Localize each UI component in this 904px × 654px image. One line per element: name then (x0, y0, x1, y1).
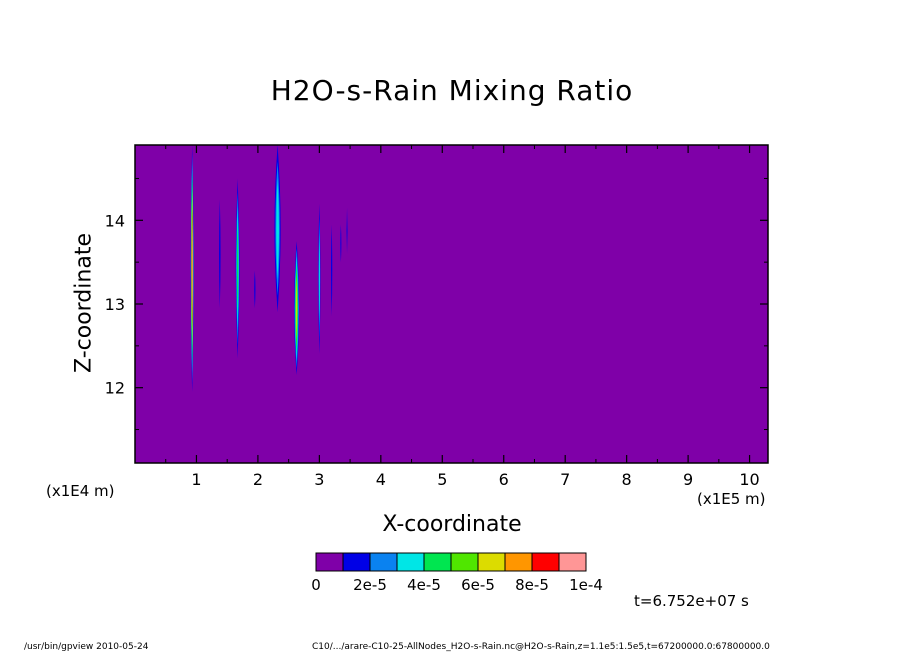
rain-streak-3-level-4 (237, 220, 239, 317)
rain-streak-8-level-1 (331, 224, 333, 317)
x-tick-label-9: 9 (683, 470, 693, 489)
x-tick-label-6: 6 (499, 470, 509, 489)
rain-streak-9-level-1 (340, 224, 342, 263)
footer-source: C10/.../arare-C10-25-AllNodes_H2O-s-Rain… (312, 642, 770, 652)
chart-title: H2O-s-Rain Mixing Ratio (270, 74, 634, 107)
colorbar-swatch-2 (369, 552, 398, 572)
colorbar-swatch-9 (558, 552, 587, 572)
rain-streak-4-level-1 (254, 270, 256, 309)
colorbar-swatch-3 (396, 552, 425, 572)
x-scale-label: (x1E4 m) (46, 482, 115, 500)
rain-streak-2-level-1 (219, 199, 221, 309)
x-axis-label: X-coordinate (382, 512, 522, 537)
rain-streak-7-level-3 (318, 233, 320, 325)
x-tick-label-1: 1 (191, 470, 201, 489)
colorbar-label: 0 (311, 576, 321, 594)
x-tick-label-2: 2 (253, 470, 263, 489)
colorbar-swatch-7 (504, 552, 533, 572)
colorbar-label: 6e-5 (461, 576, 495, 594)
x-tick-label-3: 3 (314, 470, 324, 489)
y-scale-label: (x1E5 m) (697, 490, 766, 508)
colorbar-label: 4e-5 (407, 576, 441, 594)
colorbar-label: 8e-5 (515, 576, 549, 594)
colorbar-label: 1e-4 (569, 576, 603, 594)
rain-streak-10-level-1 (346, 207, 348, 254)
x-tick-label-10: 10 (739, 470, 759, 489)
rain-streak-1-level-9 (191, 217, 193, 320)
x-tick-label-7: 7 (560, 470, 570, 489)
colorbar-label: 2e-5 (353, 576, 387, 594)
colorbar (315, 552, 587, 572)
rain-streak-6-level-6 (296, 277, 298, 340)
x-tick-label-4: 4 (376, 470, 386, 489)
plot-background (135, 145, 768, 463)
footer-command: /usr/bin/gpview 2010-05-24 (24, 642, 149, 652)
colorbar-swatch-1 (342, 552, 371, 572)
y-tick-label-12: 12 (105, 379, 125, 398)
colorbar-swatch-5 (450, 552, 479, 572)
time-label: t=6.752e+07 s (634, 592, 749, 610)
colorbar-swatch-4 (423, 552, 452, 572)
y-tick-label-13: 13 (105, 295, 125, 314)
colorbar-swatch-0 (315, 552, 344, 572)
y-axis-label: Z-coordinate (71, 233, 97, 373)
x-tick-label-5: 5 (437, 470, 447, 489)
x-tick-label-8: 8 (622, 470, 632, 489)
y-tick-label-14: 14 (105, 211, 125, 230)
colorbar-swatch-8 (531, 552, 560, 572)
colorbar-swatch-6 (477, 552, 506, 572)
rain-streak-5-level-3 (276, 178, 279, 279)
